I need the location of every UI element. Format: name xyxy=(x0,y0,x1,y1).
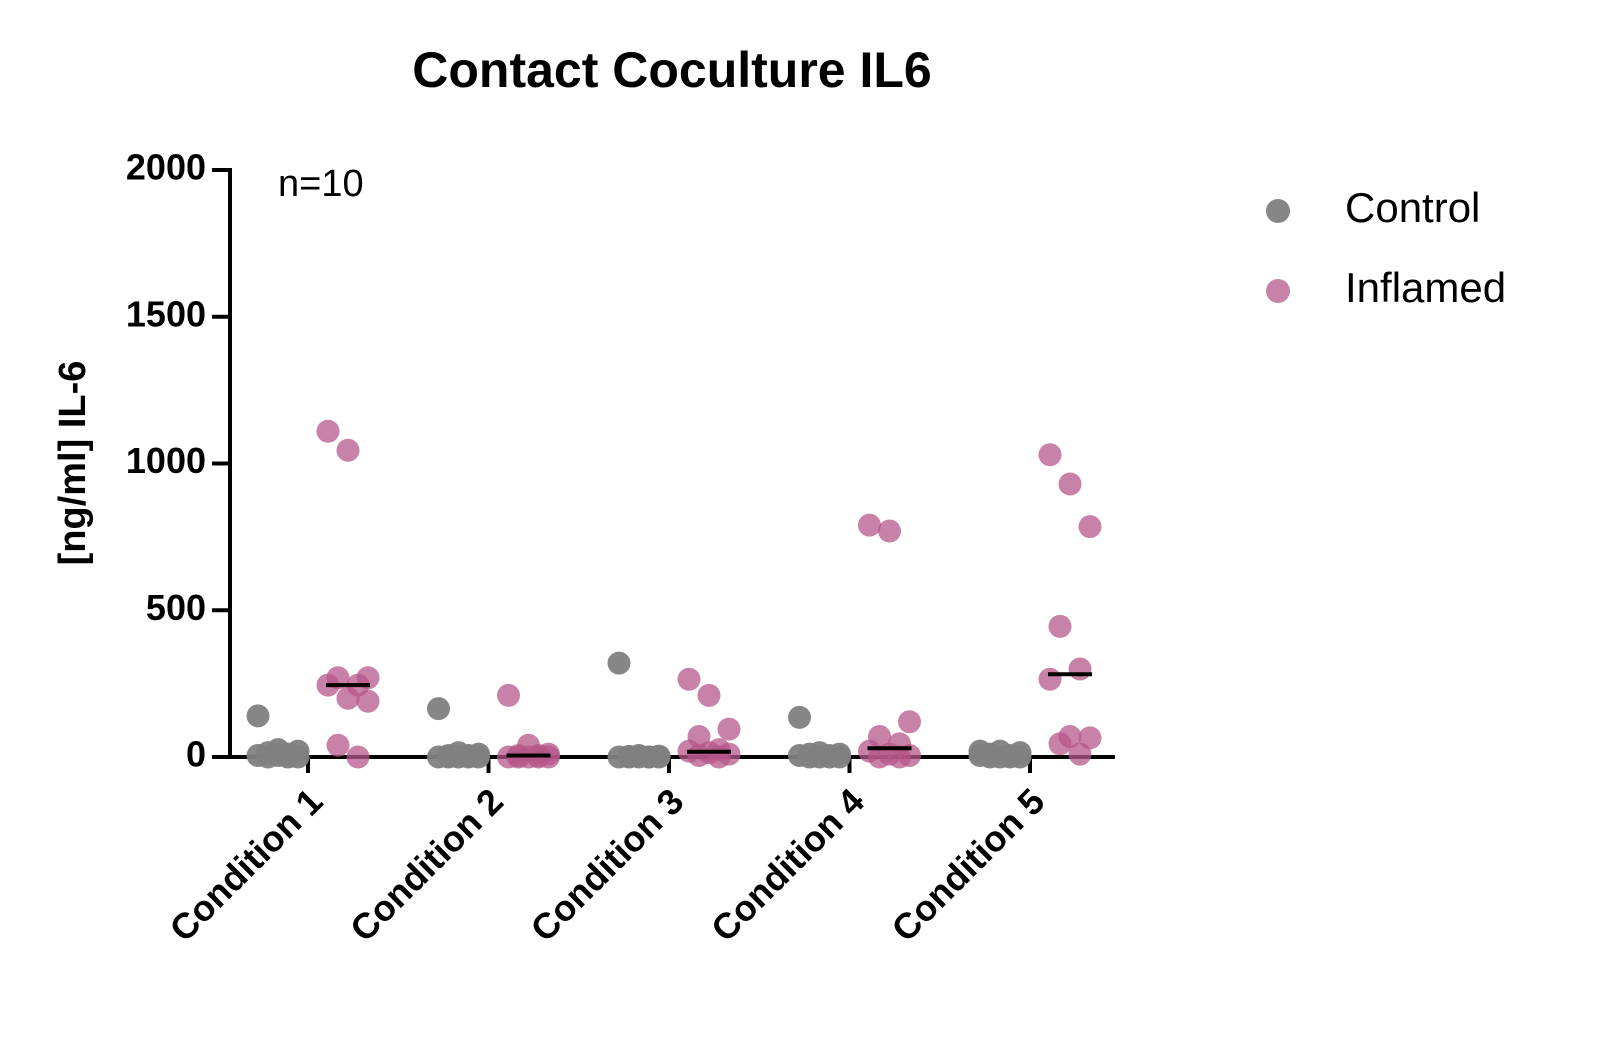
x-tick-label: Condition 3 xyxy=(522,780,691,949)
data-point xyxy=(677,667,701,691)
data-point xyxy=(707,745,731,769)
data-point xyxy=(497,683,520,707)
data-point xyxy=(617,745,641,769)
data-point xyxy=(798,745,821,769)
data-point xyxy=(788,705,811,729)
data-point xyxy=(1048,614,1072,638)
data-point xyxy=(346,745,370,769)
data-point xyxy=(437,745,460,769)
legend-label: Inflamed xyxy=(1345,264,1506,311)
data-point xyxy=(717,717,741,741)
data-point xyxy=(697,683,721,707)
y-tick-label: 500 xyxy=(146,587,206,628)
data-point xyxy=(356,689,380,713)
data-point xyxy=(246,704,270,728)
data-point xyxy=(256,745,280,769)
data-point xyxy=(888,745,911,769)
x-tick-label: Condition 5 xyxy=(883,780,1052,949)
data-point xyxy=(687,744,711,768)
data-point xyxy=(326,733,350,757)
x-tick-label: Condition 4 xyxy=(703,780,872,949)
data-point xyxy=(818,745,841,769)
data-point xyxy=(858,513,881,537)
data-point xyxy=(978,745,1002,769)
chart-title: Contact Coculture IL6 xyxy=(412,42,931,98)
data-point xyxy=(1048,732,1072,756)
data-point xyxy=(336,686,360,710)
y-tick-label: 1000 xyxy=(126,440,206,481)
data-point xyxy=(878,519,901,543)
data-point xyxy=(1038,667,1062,691)
data-point xyxy=(457,745,480,769)
y-tick-label: 0 xyxy=(186,734,206,775)
x-tick-label: Condition 2 xyxy=(342,780,511,949)
data-point xyxy=(427,697,450,721)
annotation: n=10 xyxy=(278,163,364,205)
y-tick-label: 2000 xyxy=(126,147,206,188)
data-point xyxy=(998,745,1022,769)
data-point xyxy=(607,651,631,675)
data-point xyxy=(1068,657,1092,681)
data-point xyxy=(637,745,661,769)
data-point xyxy=(898,710,921,734)
legend-marker xyxy=(1266,199,1290,223)
legend-marker xyxy=(1266,279,1290,303)
data-point xyxy=(336,438,360,462)
y-axis-label: [ng/ml] IL-6 xyxy=(52,361,94,566)
data-point xyxy=(1078,515,1102,539)
data-point xyxy=(868,745,891,769)
data-point xyxy=(1058,472,1082,496)
y-tick-label: 1500 xyxy=(126,293,206,334)
data-point xyxy=(316,419,340,443)
legend-label: Control xyxy=(1345,184,1480,231)
data-point xyxy=(1068,742,1092,766)
data-point xyxy=(1038,443,1062,467)
data-point xyxy=(276,745,300,769)
x-tick-label: Condition 1 xyxy=(161,780,330,949)
